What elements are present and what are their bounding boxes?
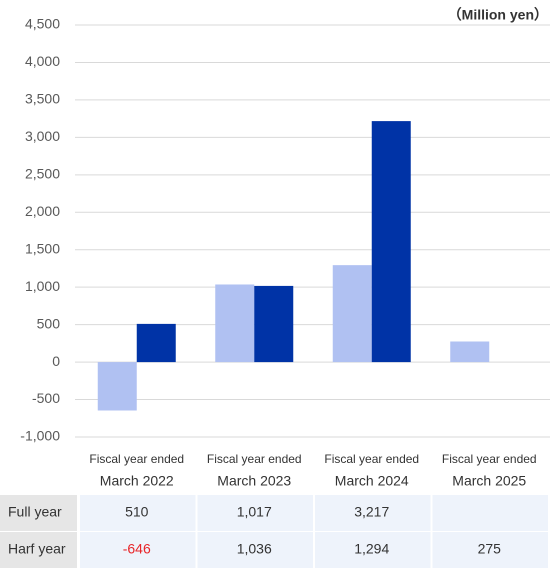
- cell-bg: [197, 495, 313, 531]
- cell-value: 1,294: [354, 541, 389, 557]
- cell-value: 1,017: [237, 504, 272, 520]
- y-tick-label: 4,500: [25, 16, 60, 32]
- x-tick-label: March 2024: [335, 473, 409, 489]
- cell-bg: [315, 532, 431, 568]
- y-tick-label: 2,000: [25, 203, 60, 219]
- y-tick-label: 3,500: [25, 91, 60, 107]
- cell-bg: [432, 532, 548, 568]
- cell-value: 275: [478, 541, 502, 557]
- x-tick-label: Fiscal year ended: [324, 452, 419, 466]
- y-tick-label: 500: [37, 315, 61, 331]
- y-tick-label: 3,000: [25, 128, 60, 144]
- y-tick-label: 1,000: [25, 278, 60, 294]
- bar: [371, 121, 411, 363]
- y-tick-label: 2,500: [25, 166, 60, 182]
- cell-bg: [315, 495, 431, 531]
- y-tick-label: 1,500: [25, 240, 60, 256]
- cell-bg: [197, 532, 313, 568]
- row-header-bg: [0, 532, 77, 568]
- bar: [97, 362, 137, 411]
- cell-value: 510: [125, 504, 149, 520]
- unit-note: （Million yen）: [448, 7, 548, 23]
- cell-bg: [80, 532, 196, 568]
- row-header: Harf year: [8, 541, 66, 557]
- y-tick-label: -1,000: [20, 428, 60, 444]
- cell-bg: [80, 495, 196, 531]
- bar: [136, 323, 176, 363]
- x-tick-label: Fiscal year ended: [89, 452, 184, 466]
- cell-value: 1,036: [237, 541, 272, 557]
- x-tick-label: March 2025: [452, 473, 526, 489]
- bar: [332, 265, 372, 363]
- x-tick-label: March 2022: [100, 473, 174, 489]
- y-tick-label: 4,000: [25, 53, 60, 69]
- x-tick-label: March 2023: [217, 473, 291, 489]
- y-tick-label: -500: [32, 390, 60, 406]
- y-tick-label: 0: [52, 353, 60, 369]
- bar: [215, 284, 255, 363]
- bar: [254, 285, 294, 363]
- cell-bg: [432, 495, 548, 531]
- bar: [450, 341, 490, 363]
- row-header: Full year: [8, 504, 62, 520]
- cell-value: -646: [123, 541, 151, 557]
- x-tick-label: Fiscal year ended: [207, 452, 302, 466]
- row-header-bg: [0, 495, 77, 531]
- x-tick-label: Fiscal year ended: [442, 452, 537, 466]
- cell-value: 3,217: [354, 504, 389, 520]
